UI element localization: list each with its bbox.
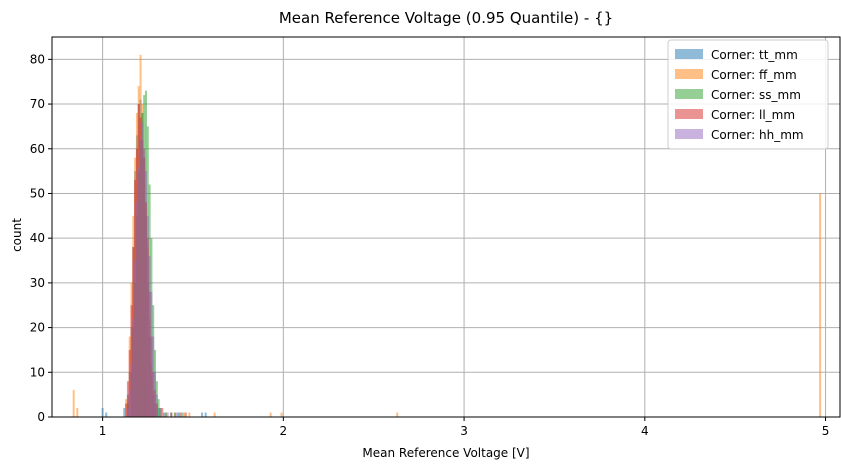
bar-series-3 — [161, 408, 164, 417]
bar-series-4 — [128, 390, 131, 417]
legend-entry: Corner: tt_mm — [711, 48, 798, 62]
y-tick-label: 40 — [30, 231, 45, 245]
bar-series-4 — [154, 372, 157, 417]
y-tick-label: 20 — [30, 321, 45, 335]
bar-series-1 — [269, 412, 272, 417]
bar-series-4 — [144, 171, 147, 417]
bar-series-4 — [146, 215, 149, 417]
bar-series-1 — [188, 412, 191, 417]
x-tick-label: 5 — [822, 424, 830, 438]
bar-series-1 — [213, 412, 216, 417]
bar-series-0 — [163, 412, 166, 417]
legend-swatch — [675, 109, 703, 119]
legend-swatch — [675, 89, 703, 99]
legend-entry: Corner: hh_mm — [711, 128, 804, 142]
y-tick-label: 50 — [30, 186, 45, 200]
bar-series-1 — [182, 412, 185, 417]
bar-series-0 — [177, 412, 180, 417]
legend-entry: Corner: ll_mm — [711, 108, 795, 122]
bar-series-1 — [72, 390, 75, 417]
bar-series-3 — [179, 412, 182, 417]
bar-series-3 — [125, 403, 128, 417]
legend-entry: Corner: ff_mm — [711, 68, 797, 82]
bar-series-3 — [170, 412, 173, 417]
bar-series-4 — [152, 336, 155, 417]
bar-series-1 — [76, 408, 79, 417]
legend-swatch — [675, 69, 703, 79]
bar-series-2 — [173, 412, 176, 417]
legend: Corner: tt_mm Corner: ff_mm Corner: ss_mm C… — [667, 39, 829, 150]
x-axis-label: Mean Reference Voltage [V] — [362, 446, 529, 460]
bar-series-3 — [184, 412, 187, 417]
bar-series-4 — [143, 148, 146, 417]
bar-series-3 — [130, 305, 133, 417]
bar-series-4 — [150, 291, 153, 417]
chart-title: Mean Reference Voltage (0.95 Quantile) -… — [279, 9, 613, 27]
bar-series-4 — [132, 318, 135, 417]
x-tick-label: 1 — [99, 424, 107, 438]
bar-series-2 — [164, 412, 167, 417]
legend-swatch — [675, 49, 703, 59]
legend-entry: Corner: ss_mm — [711, 88, 801, 102]
y-tick-label: 60 — [30, 142, 45, 156]
bars — [72, 54, 822, 418]
y-tick-label: 70 — [30, 97, 45, 111]
bar-series-1 — [819, 193, 822, 417]
bar-series-4 — [155, 394, 158, 417]
bar-series-4 — [135, 202, 138, 417]
bar-series-4 — [126, 408, 129, 417]
bar-series-4 — [137, 166, 140, 417]
y-axis-label: count — [10, 218, 24, 252]
bar-series-0 — [105, 412, 108, 417]
y-tick-label: 80 — [30, 52, 45, 66]
bar-series-4 — [139, 139, 142, 417]
bar-series-0 — [204, 412, 207, 417]
bar-series-4 — [175, 412, 178, 417]
x-tick-label: 3 — [460, 424, 468, 438]
legend-swatch — [675, 129, 703, 139]
bar-series-0 — [201, 412, 204, 417]
bar-series-4 — [141, 121, 144, 418]
bar-series-2 — [181, 412, 184, 417]
y-tick-label: 0 — [37, 410, 45, 424]
bar-series-1 — [280, 412, 283, 417]
bar-series-4 — [166, 412, 169, 417]
y-tick-label: 10 — [30, 365, 45, 379]
bar-series-0 — [123, 408, 126, 417]
bar-series-4 — [148, 256, 151, 417]
plot-frame — [51, 36, 841, 418]
bar-series-1 — [396, 412, 399, 417]
bar-series-2 — [157, 399, 160, 417]
bar-series-3 — [126, 381, 129, 417]
bar-series-4 — [134, 260, 137, 417]
bar-series-3 — [128, 349, 131, 417]
bar-series-0 — [101, 408, 104, 417]
bar-series-4 — [159, 408, 162, 417]
x-tick-label: 2 — [280, 424, 288, 438]
legend-box — [667, 39, 829, 150]
y-tick-label: 30 — [30, 276, 45, 290]
bar-series-4 — [130, 363, 133, 417]
x-tick-label: 4 — [641, 424, 649, 438]
